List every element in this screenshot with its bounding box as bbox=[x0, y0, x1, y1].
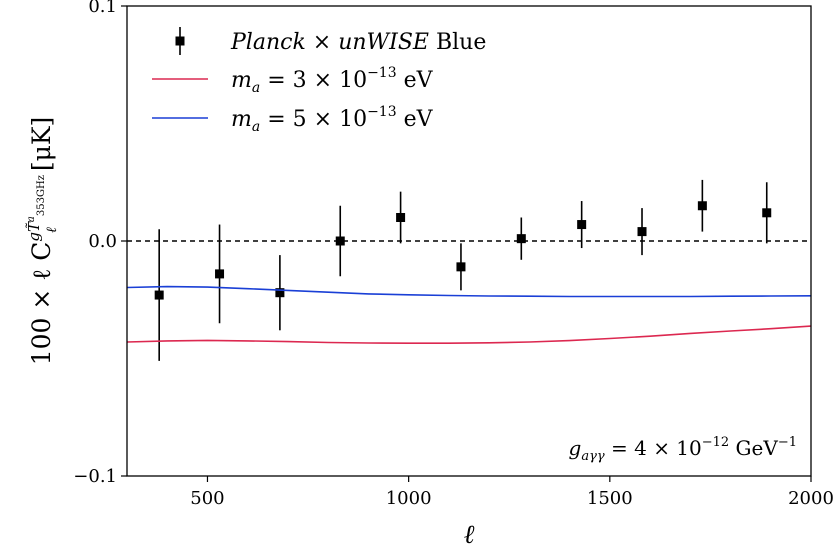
data-point bbox=[637, 227, 647, 237]
x-axis-ticks: 500 1000 1500 2000 bbox=[190, 476, 834, 509]
y-tick-label: 0.0 bbox=[88, 231, 117, 252]
legend-label-series1-b: × bbox=[306, 30, 338, 55]
svg-text:Planck × unWISE Blue: Planck × unWISE Blue bbox=[230, 30, 486, 55]
legend-label-series2-a-sub: a bbox=[252, 80, 260, 96]
legend-label-series2-b: = 3 × 10 bbox=[260, 68, 367, 93]
svg-text:ma = 3 × 10−13 eV: ma = 3 × 10−13 eV bbox=[231, 65, 434, 96]
legend: Planck × unWISE Blue ma = 3 × 10−13 eV m… bbox=[152, 27, 486, 135]
annotation-unit: GeV bbox=[729, 436, 778, 460]
data-point bbox=[697, 201, 707, 211]
legend-label-series3-a-sub: a bbox=[252, 119, 260, 135]
coupling-annotation: gaγγ = 4 × 10−12 GeV−1 bbox=[569, 435, 797, 464]
data-point bbox=[154, 290, 164, 300]
svg-text:100 × ℓ CgT̃a353GHzℓ[μK]: 100 × ℓ CgT̃a353GHz ℓ [μK] bbox=[25, 117, 60, 366]
y-axis-label: 100 × ℓ CgT̃a353GHz ℓ [μK] bbox=[25, 117, 60, 366]
data-point bbox=[516, 234, 526, 244]
legend-entry-ma5: ma = 5 × 10−13 eV bbox=[152, 104, 434, 135]
svg-text:ma = 5 × 10−13 eV: ma = 5 × 10−13 eV bbox=[231, 104, 434, 135]
annotation-rhs-sup: −12 bbox=[702, 435, 729, 450]
y-axis-label-sub: ℓ bbox=[44, 227, 60, 233]
x-tick-label: 1500 bbox=[587, 488, 633, 509]
y-axis-label-unit: [μK] bbox=[27, 117, 56, 171]
y-axis-ticks: 0.1 0.0 −0.1 bbox=[73, 0, 127, 487]
data-point bbox=[456, 262, 466, 272]
y-axis-label-sup-sup: a bbox=[26, 216, 37, 222]
series-line-ma5 bbox=[126, 285, 812, 298]
x-axis-label: ℓ bbox=[464, 520, 475, 550]
y-tick-label: 0.1 bbox=[88, 0, 117, 17]
annotation-unit-sup: −1 bbox=[778, 435, 797, 450]
data-point bbox=[275, 288, 285, 298]
y-axis-label-sup: gT̃ bbox=[25, 221, 43, 242]
data-point bbox=[762, 208, 772, 218]
annotation-rhs: = 4 × 10 bbox=[605, 436, 702, 460]
data-point bbox=[335, 236, 345, 246]
y-axis-label-sup-sub: 353GHz bbox=[36, 175, 47, 216]
y-axis-label-prefix: 100 × ℓ C bbox=[27, 242, 56, 366]
legend-label-series2-b-sup: −13 bbox=[367, 65, 397, 81]
data-point bbox=[577, 220, 587, 230]
legend-label-series1-a: Planck bbox=[230, 30, 306, 55]
legend-label-series3-b-sup: −13 bbox=[367, 104, 397, 120]
legend-entry-ma3: ma = 3 × 10−13 eV bbox=[152, 65, 434, 96]
legend-label-series3-a: m bbox=[231, 107, 252, 132]
data-point bbox=[215, 269, 225, 279]
legend-label-series3-c: eV bbox=[397, 107, 434, 132]
plot-area bbox=[126, 179, 812, 361]
legend-label-series1-c: unWISE bbox=[338, 30, 429, 55]
data-point bbox=[396, 213, 406, 222]
series-line-ma3 bbox=[126, 325, 812, 345]
legend-entry-errorbar: Planck × unWISE Blue bbox=[175, 27, 486, 55]
x-tick-label: 500 bbox=[190, 488, 224, 509]
legend-label-series1-d: Blue bbox=[429, 30, 486, 55]
legend-errorbar-marker-square bbox=[175, 36, 185, 46]
x-tick-label: 2000 bbox=[788, 488, 834, 509]
annotation-lhs: g bbox=[569, 436, 582, 460]
legend-label-series2-c: eV bbox=[397, 68, 434, 93]
y-tick-label: −0.1 bbox=[73, 466, 117, 487]
legend-label-series3-b: = 5 × 10 bbox=[260, 107, 367, 132]
annotation-lhs-sub: aγγ bbox=[581, 449, 605, 464]
legend-label-series2-a: m bbox=[231, 68, 252, 93]
x-tick-label: 1000 bbox=[386, 488, 432, 509]
